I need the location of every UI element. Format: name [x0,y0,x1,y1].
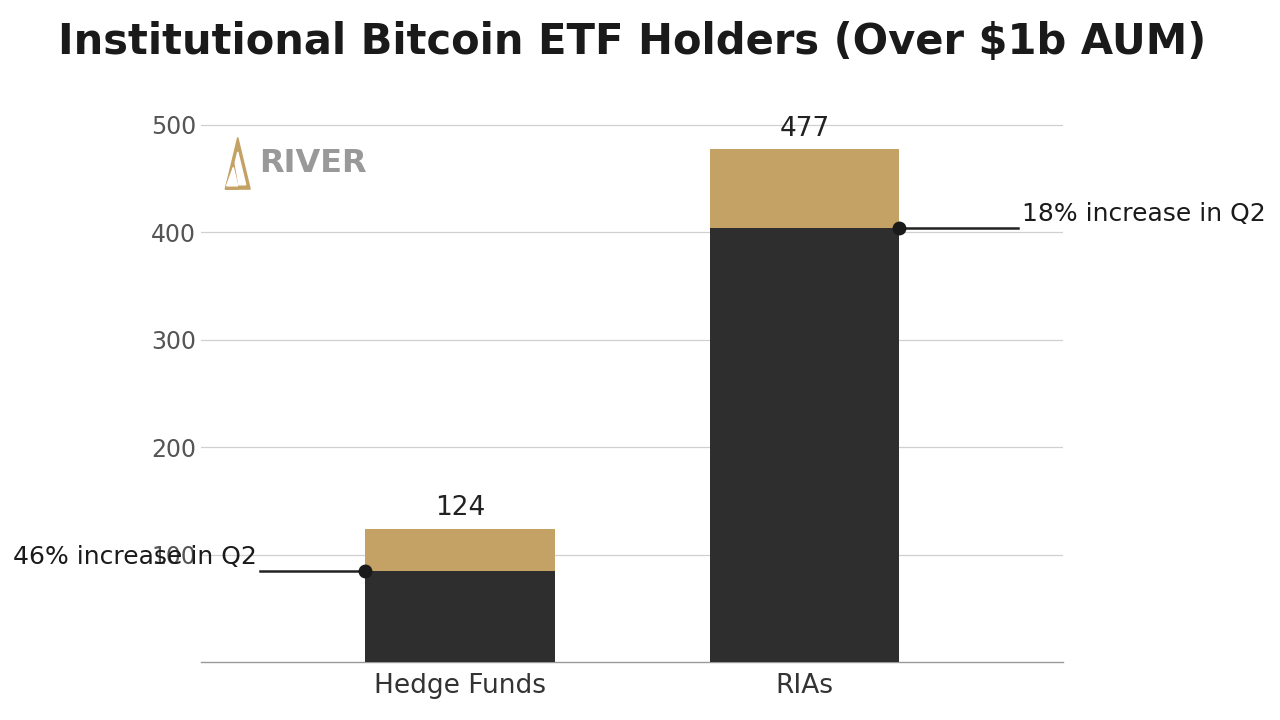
Text: 477: 477 [780,116,829,142]
Title: Institutional Bitcoin ETF Holders (Over $1b AUM): Institutional Bitcoin ETF Holders (Over … [58,21,1206,63]
Polygon shape [230,152,246,185]
Text: 124: 124 [435,495,485,521]
Polygon shape [225,161,238,189]
Polygon shape [225,138,250,189]
Bar [365,571,554,662]
Bar [709,228,900,662]
Text: 18% increase in Q2: 18% increase in Q2 [1021,202,1266,225]
Text: RIVER: RIVER [259,148,366,179]
Text: 46% increase in Q2: 46% increase in Q2 [13,544,256,569]
Bar [709,149,900,228]
Bar [365,528,554,571]
Polygon shape [227,168,238,186]
